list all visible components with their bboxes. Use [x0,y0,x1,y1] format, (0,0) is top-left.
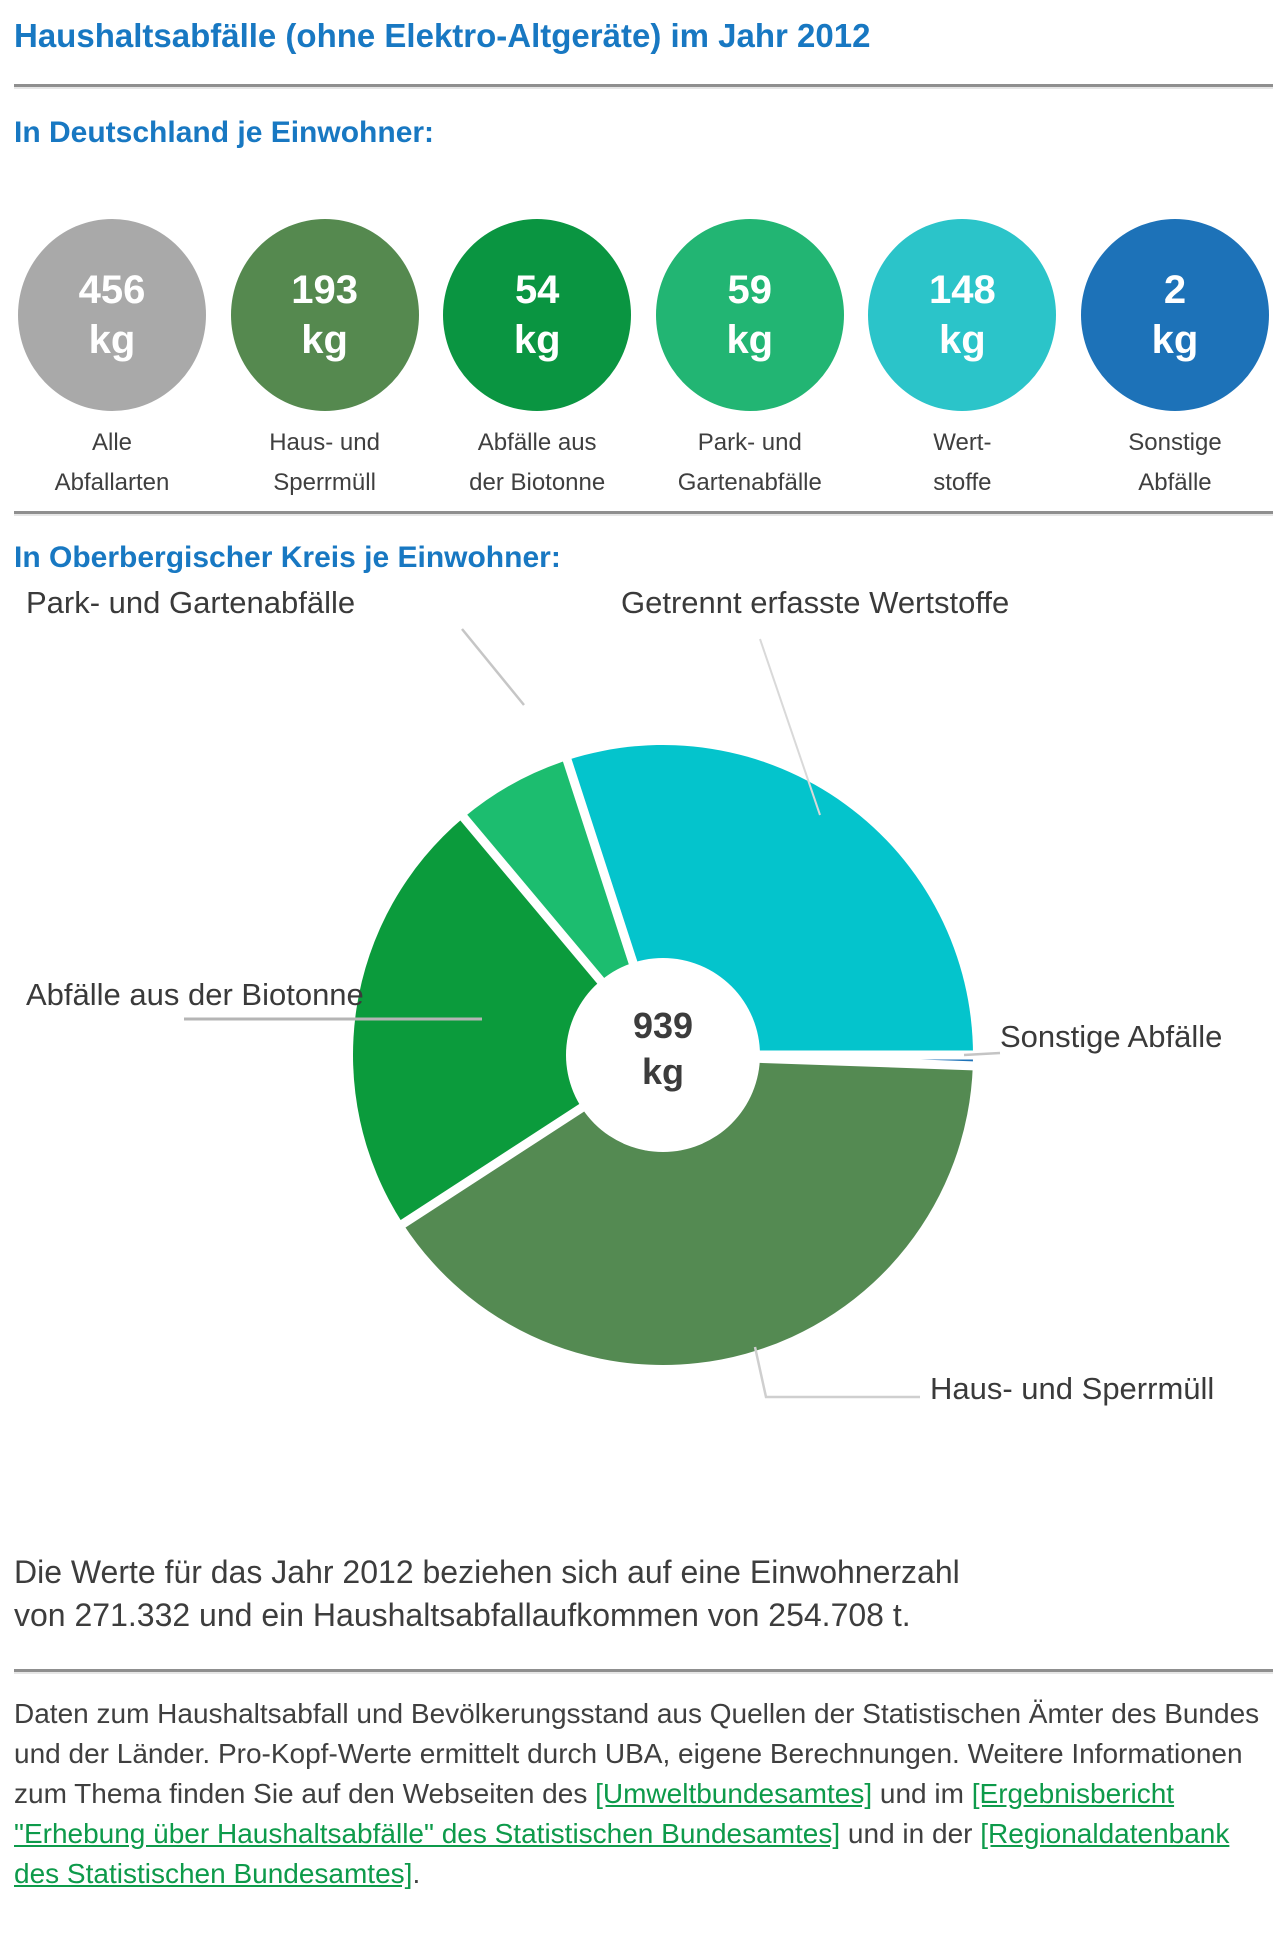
kg-unit: kg [513,318,561,362]
leader-line-hausmuell [753,1346,920,1399]
germany-circle-hausmuell: 193 kg Haus- und Sperrmüll [229,219,421,503]
germany-circle-parkgarten: 59 kg Park- und Gartenabfälle [654,219,846,503]
divider [14,1669,1273,1672]
circle-label: Haus- und Sperrmüll [269,429,380,496]
circle-label: Alle Abfallarten [54,429,170,496]
total-unit: kg [641,1051,684,1092]
footer-text-segment: Daten zum Haushaltsabfall und Bevölkerun… [14,1698,1260,1809]
footer-text: Daten zum Haushaltsabfall und Bevölkerun… [14,1694,1273,1894]
kg-value: 148 [929,268,996,312]
donut-chart: Park- und Gartenabfälle Getrennt erfasst… [14,585,1273,1525]
slice-label-parkgarten: Park- und Gartenabfälle [26,585,356,620]
germany-circle-alle: 456 kg Alle Abfallarten [16,219,208,503]
kg-value: 456 [78,268,146,312]
leader-line-parkgarten [461,628,525,706]
total-value: 939 [632,1005,694,1046]
kg-value: 54 [514,268,560,312]
circle-label: Park- und Gartenabfälle [677,429,822,496]
kg-circle: 59 kg [655,219,844,411]
leader-line-sonstige [963,1051,1001,1057]
donut-center-total: 939 kg [583,1003,743,1095]
footer-link[interactable]: [Ergebnisbericht "Erhebung über Haushalt… [14,1778,1175,1849]
summary-text: Die Werte für das Jahr 2012 beziehen sic… [14,1554,960,1633]
kreis-heading: In Oberbergischer Kreis je Einwohner: [14,541,561,574]
kg-circle: 54 kg [443,219,632,411]
footer-link[interactable]: [Umweltbundesamtes] [595,1778,873,1809]
kg-unit: kg [726,318,774,362]
donut-hole [566,958,760,1152]
circle-label: Wert- stoffe [933,429,992,496]
pie-slice-3 [352,817,663,1224]
leader-line-wertstoffe [759,638,821,816]
kg-unit: kg [939,318,986,362]
divider [14,84,1273,87]
kg-circle: 2 kg [1080,219,1269,411]
infographic-page: Haushaltsabfälle (ohne Elektro-Altgeräte… [14,17,1273,1894]
footer-text-segment: und in der [840,1818,981,1849]
kg-unit: kg [1151,318,1199,362]
slice-label-hausmuell: Haus- und Sperrmüll [930,1371,1215,1406]
circle-label: Sonstige Abfälle [1128,429,1222,496]
kg-unit: kg [301,318,348,362]
germany-circle-sonstige: 2 kg Sonstige Abfälle [1079,219,1271,503]
page-title: Haushaltsabfälle (ohne Elektro-Altgeräte… [14,17,871,54]
circle-label: Abfälle aus der Biotonne [469,429,606,496]
germany-circle-wertstoffe: 148 kg Wert- stoffe [866,219,1058,503]
kg-circle: 193 kg [230,219,419,411]
kg-value: 2 [1163,268,1187,312]
kg-circle: 148 kg [868,219,1057,411]
kg-circle: 456 kg [18,219,206,411]
kg-value: 193 [291,268,358,312]
germany-circle-biotonne: 54 kg Abfälle aus der Biotonne [441,219,633,503]
kg-unit: kg [88,318,136,362]
slice-label-sonstige: Sonstige Abfälle [1000,1019,1223,1054]
slice-label-biotonne: Abfälle aus der Biotonne [26,977,364,1012]
donut-chart-svg [184,628,1001,1399]
footer-text-segment: und im [872,1778,972,1809]
slice-label-wertstoffe: Getrennt erfasste Wertstoffe [621,585,1010,620]
germany-circles-row: 456 kg Alle Abfallarten 193 kg Haus- und… [14,219,1273,503]
divider [14,511,1273,514]
footer-link[interactable]: [Regionaldatenbank des Statistischen Bun… [14,1818,1230,1889]
footer-text-segment: . [412,1858,421,1889]
germany-heading: In Deutschland je Einwohner: [14,116,435,149]
kg-value: 59 [727,268,773,312]
